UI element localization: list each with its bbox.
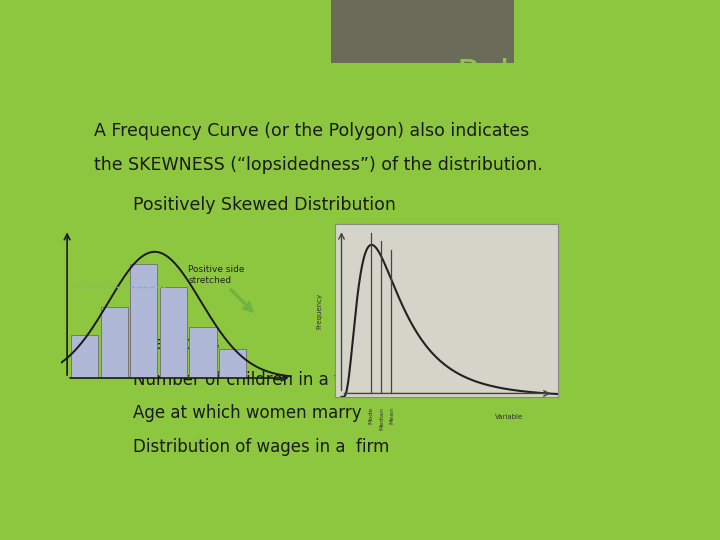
- Text: A Frequency Curve (or the Polygon) also indicates: A Frequency Curve (or the Polygon) also …: [94, 122, 529, 140]
- Bar: [219, 349, 246, 378]
- Text: Mode: Mode: [369, 407, 374, 424]
- Text: ❧: ❧: [62, 125, 79, 145]
- Text: ❧: ❧: [104, 199, 117, 217]
- Bar: [130, 264, 158, 378]
- Text: Number of children in a family: Number of children in a family: [132, 371, 385, 389]
- Text: Mean: Mean: [389, 407, 394, 424]
- Text: Variable: Variable: [495, 414, 523, 420]
- Text: Examples: Examples: [132, 335, 220, 353]
- FancyBboxPatch shape: [331, 1, 514, 63]
- Bar: [71, 335, 99, 378]
- Text: ❧: ❧: [104, 338, 117, 355]
- Text: Analyzing Frequency Polygon: Analyzing Frequency Polygon: [72, 58, 598, 92]
- Text: Age at which women marry: Age at which women marry: [132, 404, 361, 422]
- Bar: [189, 327, 217, 378]
- Text: Median: Median: [379, 407, 384, 430]
- Text: Distribution of wages in a  firm: Distribution of wages in a firm: [132, 438, 389, 456]
- Text: Positive side
stretched: Positive side stretched: [188, 266, 252, 311]
- Bar: [101, 307, 128, 378]
- Bar: [160, 287, 187, 378]
- Text: the SKEWNESS (“lopsidedness”) of the distribution.: the SKEWNESS (“lopsidedness”) of the dis…: [94, 156, 543, 174]
- Text: Positively Skewed Distribution: Positively Skewed Distribution: [132, 197, 395, 214]
- Text: Frequency: Frequency: [316, 293, 322, 328]
